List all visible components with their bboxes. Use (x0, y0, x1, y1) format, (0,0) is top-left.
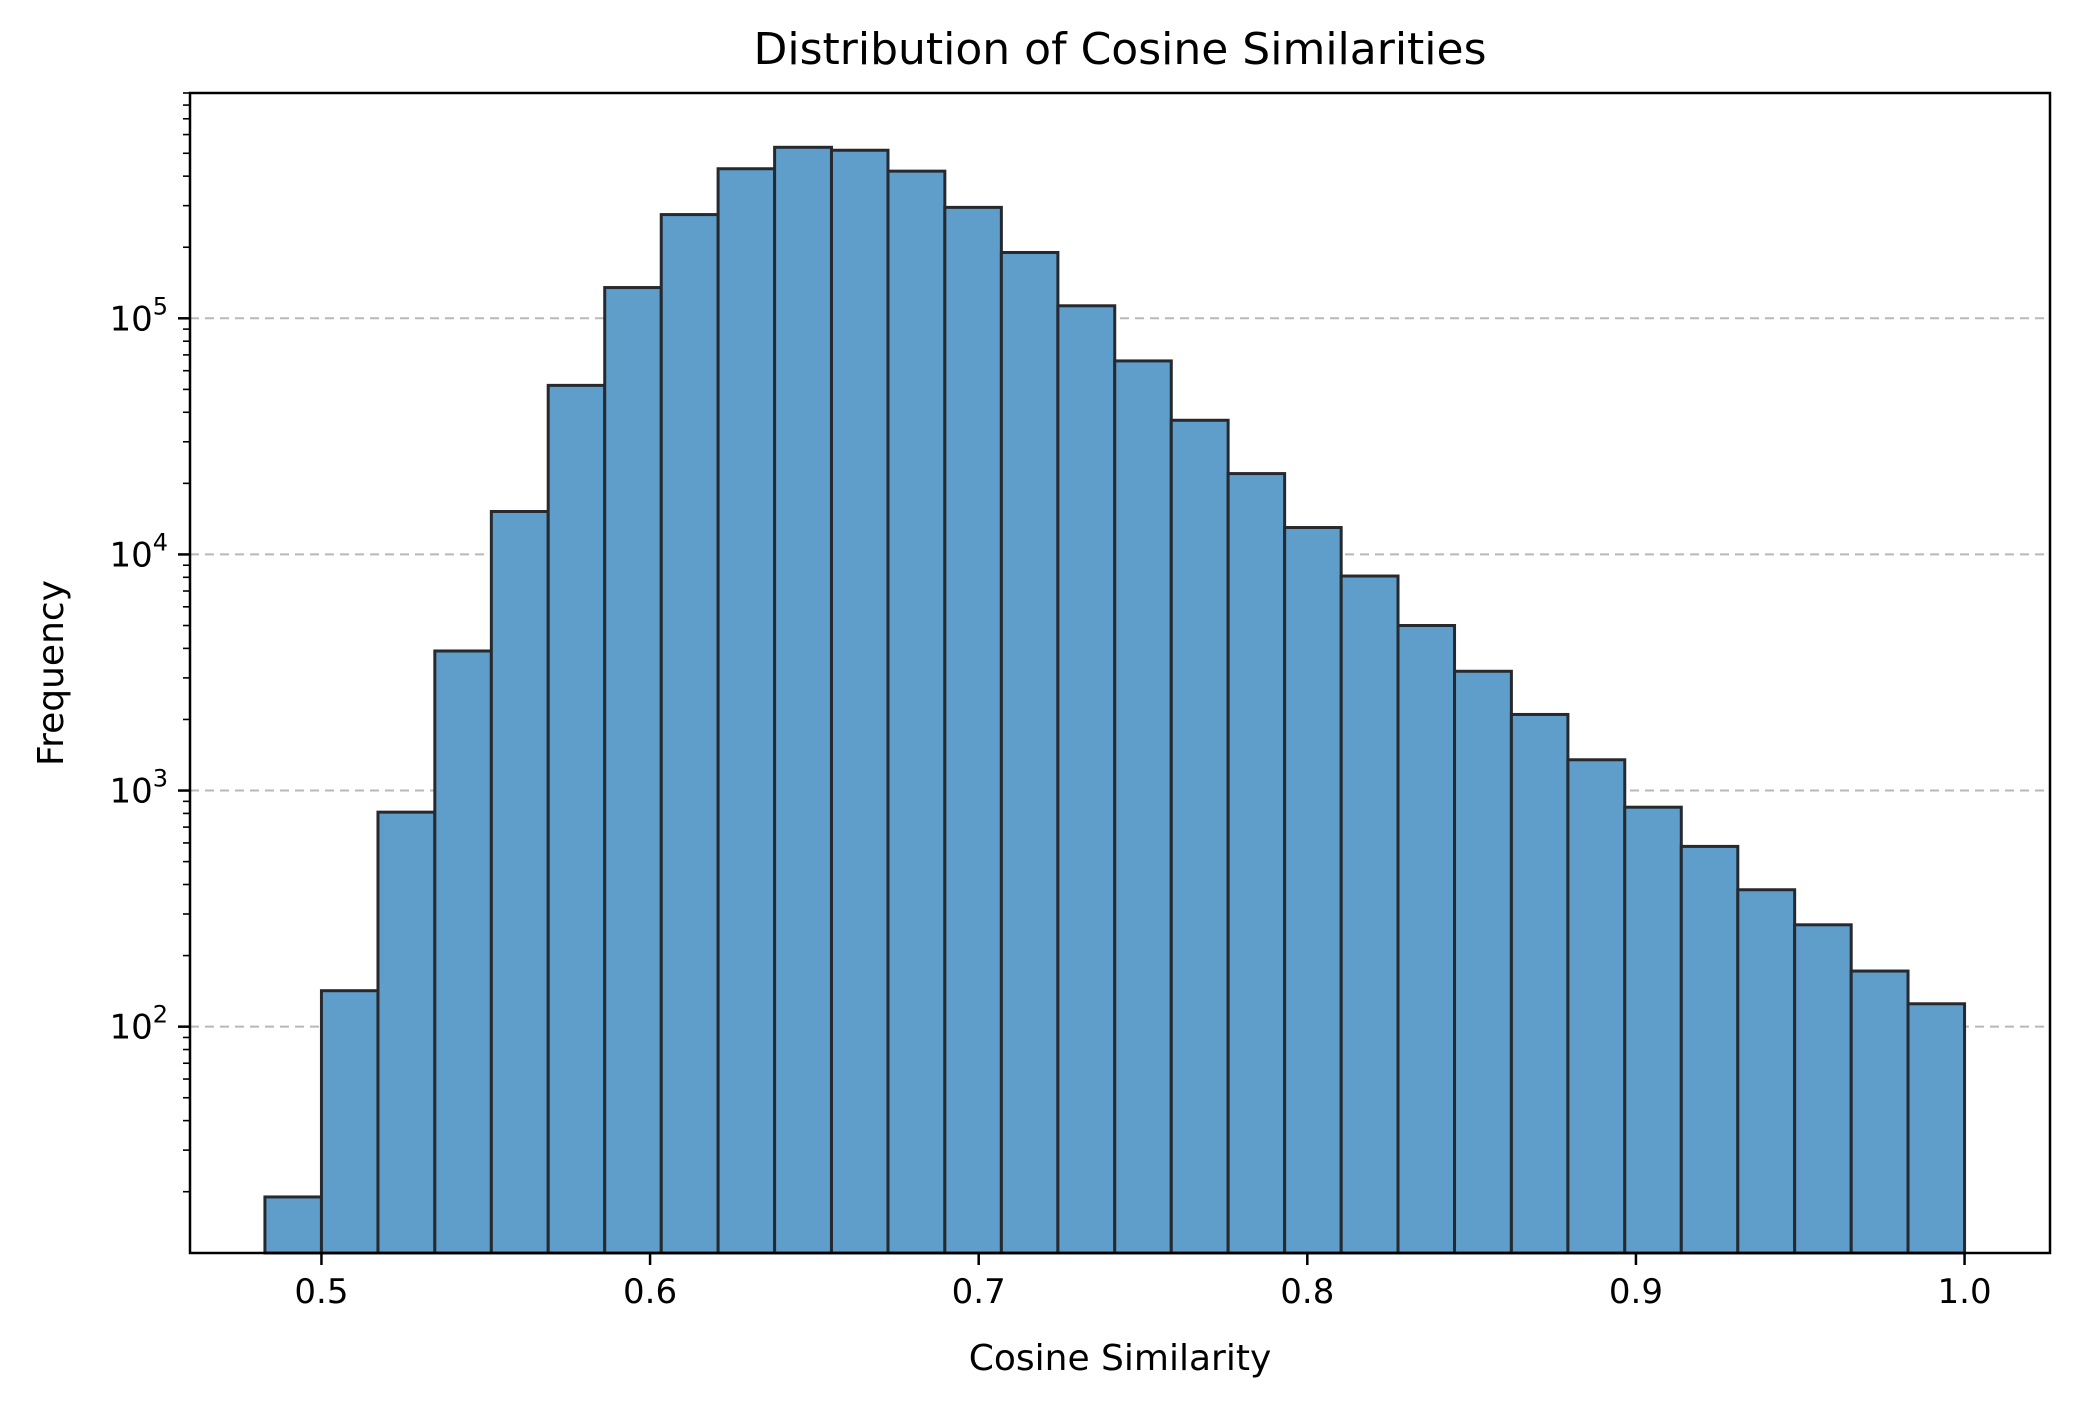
histogram-bars (263, 145, 1967, 1255)
y-tick-label: 102 (109, 1001, 168, 1048)
histogram-bar (1793, 923, 1853, 1255)
histogram-bar (716, 167, 777, 1255)
histogram-bar (999, 250, 1060, 1255)
histogram-bar (829, 148, 890, 1255)
histogram-bar (263, 1195, 323, 1255)
x-tick-label: 0.7 (952, 1272, 1006, 1312)
histogram-bar (1169, 418, 1230, 1255)
histogram-bar (1339, 574, 1400, 1255)
histogram-bar (1623, 805, 1683, 1255)
x-tick-label: 1.0 (1938, 1272, 1992, 1312)
x-tick-label: 0.5 (294, 1272, 348, 1312)
y-axis-ticks: 102 103 104 105 (109, 92, 190, 1193)
histogram-bar (546, 383, 607, 1255)
histogram-bar (1113, 359, 1173, 1255)
histogram-bar (603, 286, 663, 1255)
histogram-bar (773, 145, 833, 1255)
histogram-bar (943, 205, 1003, 1255)
x-axis-label: Cosine Similarity (969, 1338, 1272, 1379)
histogram-bar (886, 169, 947, 1255)
chart-title: Distribution of Cosine Similarities (753, 24, 1486, 75)
histogram-bar (1849, 969, 1910, 1255)
x-tick-label: 0.9 (1609, 1272, 1663, 1312)
x-tick-label: 0.6 (623, 1272, 677, 1312)
y-tick-label: 103 (109, 765, 168, 812)
plot-frame (188, 91, 2052, 1255)
histogram-bar (319, 989, 380, 1255)
histogram-bar (659, 213, 720, 1255)
histogram-bar (1226, 472, 1287, 1255)
histogram-bar (489, 509, 550, 1255)
histogram-bar (1509, 712, 1570, 1255)
histogram-bar (1679, 844, 1740, 1255)
x-axis-ticks: 0.5 0.6 0.7 0.8 0.9 1.0 (294, 1253, 1992, 1312)
histogram-bar (376, 810, 437, 1255)
x-tick-label: 0.8 (1280, 1272, 1334, 1312)
histogram-bar (1396, 624, 1457, 1255)
histogram-bar (1566, 758, 1627, 1255)
histogram-bar (1906, 1002, 1967, 1255)
histogram-bar (1453, 669, 1513, 1255)
y-tick-label: 105 (109, 292, 168, 339)
histogram-bar (1283, 526, 1343, 1255)
histogram-bar (1736, 888, 1797, 1255)
y-axis-label: Frequency (31, 580, 72, 766)
histogram-bar (1056, 304, 1117, 1255)
y-tick-label: 104 (109, 528, 168, 575)
histogram-bar (433, 649, 493, 1255)
